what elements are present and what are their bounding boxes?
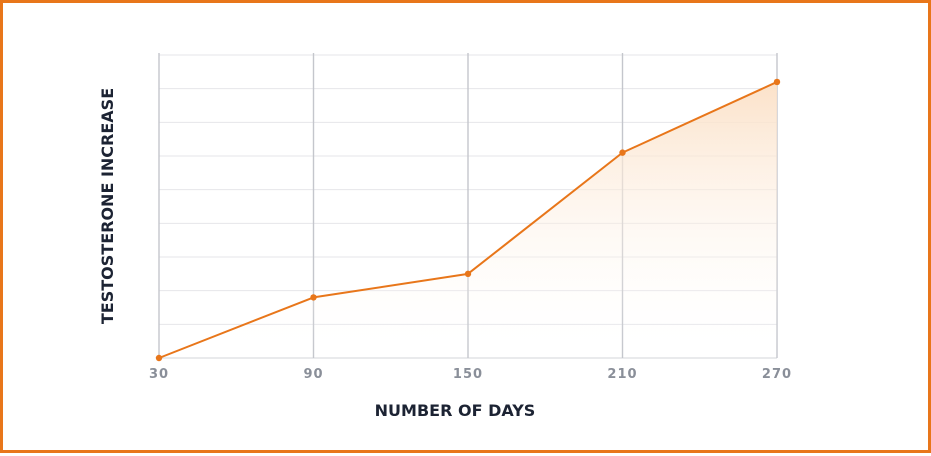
data-point-150 <box>464 270 472 278</box>
x-tick-label: 30 <box>149 367 169 382</box>
x-tick-label: 90 <box>303 367 323 382</box>
data-points <box>155 78 781 362</box>
x-axis-title: NUMBER OF DAYS <box>375 401 536 420</box>
data-point-270 <box>773 78 781 86</box>
line-chart: 30 90 150 210 270 NUMBER OF DAYS TESTOSTERON… <box>98 53 792 420</box>
y-axis-title: TESTOSTERONE INCREASE <box>98 88 117 324</box>
x-tick-label: 270 <box>762 367 792 382</box>
data-point-210 <box>619 149 626 156</box>
x-tick-label: 150 <box>453 367 483 382</box>
x-tick-labels: 30 90 150 210 270 <box>149 367 792 382</box>
data-point-30 <box>155 354 163 362</box>
data-point-90 <box>310 294 317 301</box>
x-tick-label: 210 <box>607 367 637 382</box>
area-fill <box>159 81 777 358</box>
area-path <box>159 81 777 358</box>
